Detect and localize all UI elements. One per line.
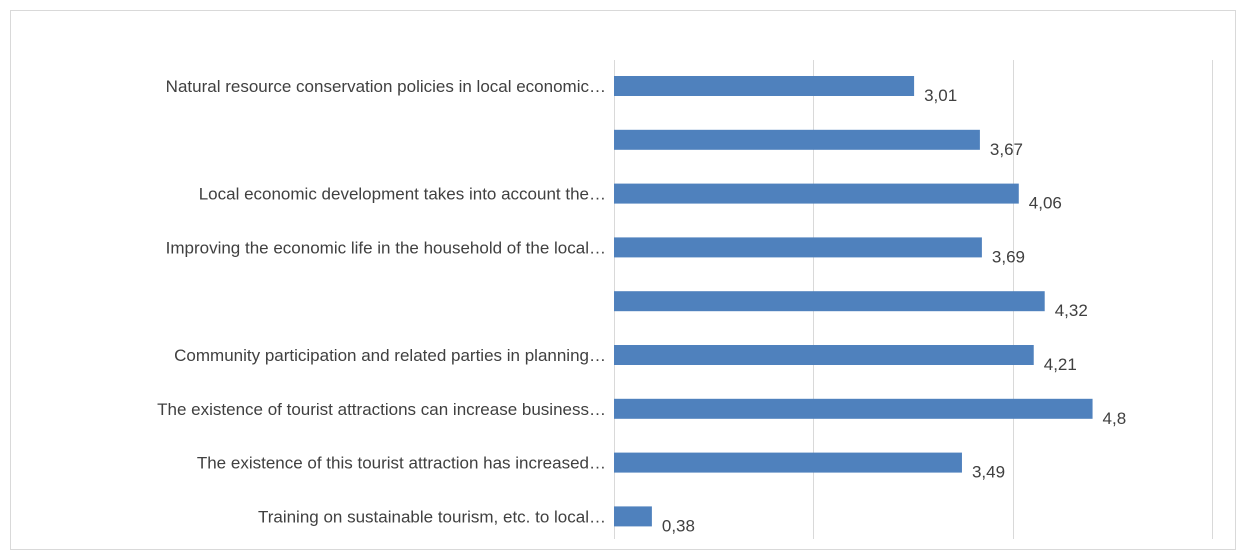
bar-8	[614, 506, 652, 527]
value-label-2: 4,06	[1029, 194, 1062, 213]
category-label-6: The existence of tourist attractions can…	[157, 400, 606, 419]
category-labels: Natural resource conservation policies i…	[157, 77, 606, 526]
category-label-7: The existence of this tourist attraction…	[197, 454, 606, 473]
bar-6	[614, 398, 1093, 419]
value-labels: 3,01 3,67 4,06 3,69 4,32 4,21 4,8 3,49 0,38	[662, 86, 1126, 535]
bar-4	[614, 291, 1045, 312]
bar-3	[614, 237, 982, 258]
category-label-5: Community participation and related part…	[174, 346, 606, 365]
bar-0	[614, 76, 915, 96]
bars	[614, 76, 1093, 527]
category-label-2: Local economic development takes into ac…	[199, 185, 606, 204]
bar-7	[614, 452, 962, 473]
bar-2	[614, 183, 1019, 204]
category-label-0: Natural resource conservation policies i…	[166, 77, 606, 96]
bar-5	[614, 345, 1034, 365]
value-label-5: 4,21	[1044, 355, 1077, 374]
value-label-1: 3,67	[990, 140, 1023, 159]
value-label-3: 3,69	[992, 247, 1025, 266]
value-label-0: 3,01	[924, 86, 957, 105]
value-label-4: 4,32	[1055, 301, 1088, 320]
category-label-8: Training on sustainable tourism, etc. to…	[258, 507, 606, 526]
category-label-3: Improving the economic life in the house…	[166, 238, 606, 257]
value-label-6: 4,8	[1103, 409, 1127, 428]
bar-1	[614, 129, 980, 150]
value-label-7: 3,49	[972, 463, 1005, 482]
value-label-8: 0,38	[662, 516, 695, 535]
